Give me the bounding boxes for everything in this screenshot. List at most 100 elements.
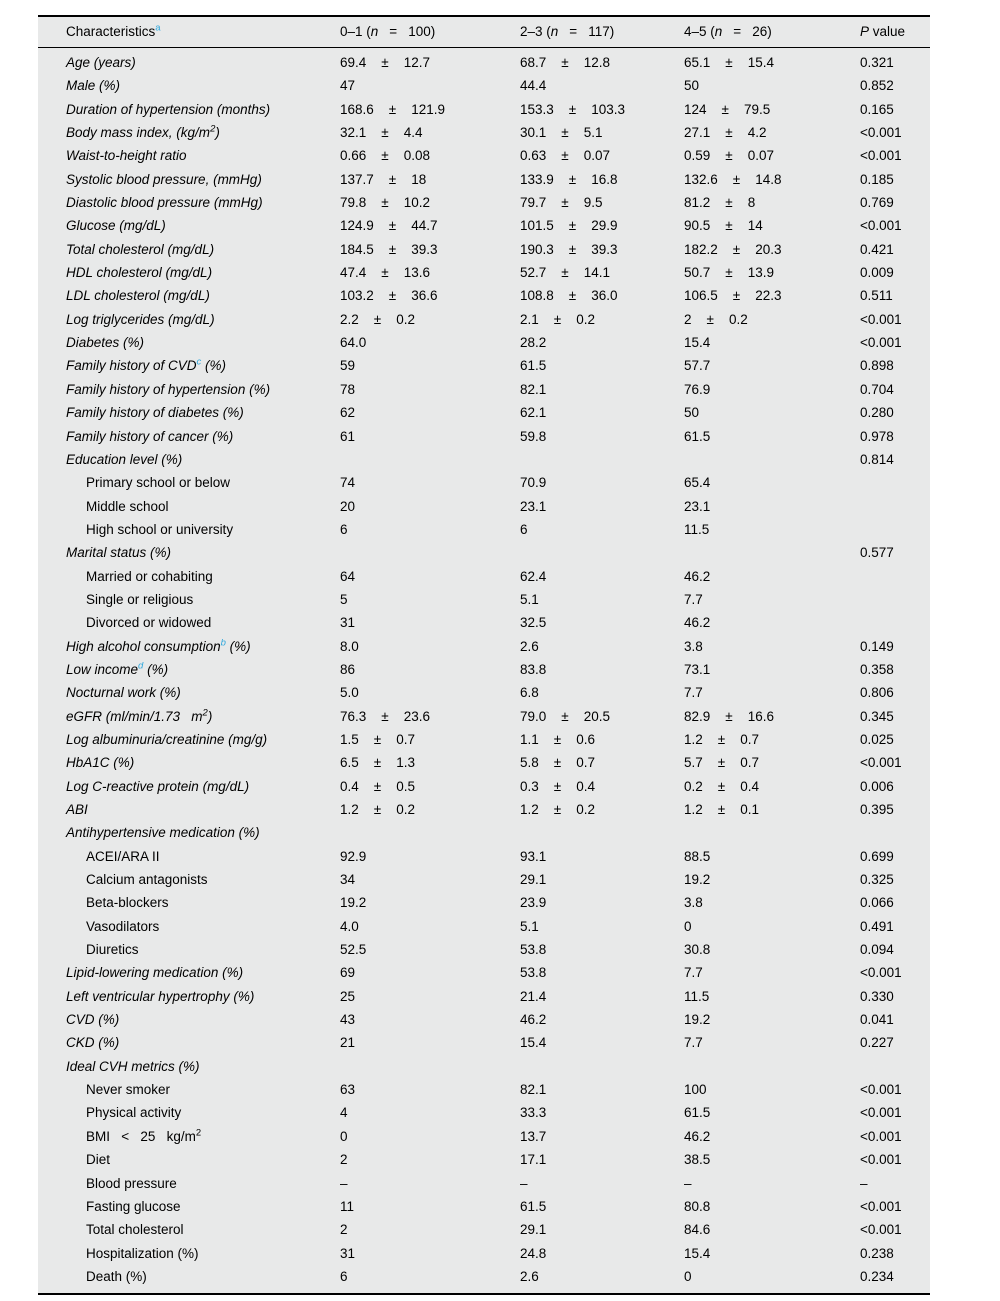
table-row: Diet 2 17.1 38.5 <0.001	[66, 1148, 922, 1171]
row-label: Marital status (%)	[66, 541, 340, 564]
value: 28.2	[520, 335, 547, 351]
value-cell: 168.6 ±121.9	[340, 98, 520, 121]
plus-minus-sign: ±	[568, 218, 577, 234]
plus-minus-sign: ±	[373, 311, 382, 327]
label-text: eGFR (ml/min/1.73 m	[66, 708, 203, 724]
table-row: Primary school or below 74 70.9 65.4	[66, 471, 922, 494]
table-row: Diuretics 52.5 53.8 30.8 0.094	[66, 938, 922, 961]
table-row: Log albuminuria/creatinine (mg/g) 1.5 ±0.7…	[66, 728, 922, 751]
value-cell: 106.5 ±22.3	[684, 284, 860, 307]
sd-value: 16.6	[747, 708, 774, 724]
value-cell	[340, 1055, 520, 1078]
row-label: Diabetes (%)	[66, 331, 340, 354]
plus-minus-sign: ±	[725, 148, 733, 164]
p-value: 0.806	[860, 685, 894, 701]
value: 83.8	[520, 661, 547, 677]
table-row: Married or cohabiting 64 62.4 46.2	[66, 565, 922, 588]
value-cell: 64.0	[340, 331, 520, 354]
p-value: <0.001	[860, 1152, 902, 1168]
value-cell: 43	[340, 1008, 520, 1031]
mean-value: 79.0	[520, 708, 547, 724]
p-value: 0.165	[860, 101, 894, 117]
p-value-cell: <0.001	[860, 751, 922, 774]
value-cell: 50.7 ±13.9	[684, 261, 860, 284]
value: 80.8	[684, 1198, 711, 1214]
footnote-marker-icon: d	[138, 660, 144, 672]
value: 7.7	[684, 591, 703, 607]
value: –	[520, 1175, 528, 1191]
p-value: 0.699	[860, 848, 894, 864]
table-row: Low incomed (%) 86 83.8 73.1 0.358	[66, 658, 922, 681]
value-cell: 82.9 ±16.6	[684, 705, 860, 728]
value-cell: 2	[340, 1218, 520, 1241]
mean-value: 0.3	[520, 778, 539, 794]
sd-value: 5.1	[583, 125, 603, 141]
table-row: Calcium antagonists 34 29.1 19.2 0.325	[66, 868, 922, 891]
n-symbol: n	[550, 24, 559, 39]
value-cell: 6	[520, 518, 684, 541]
mean-value: 69.4	[340, 55, 367, 70]
plus-minus-sign: ±	[568, 101, 577, 117]
value-cell: 33.3	[520, 1101, 684, 1124]
p-value-cell	[860, 588, 922, 611]
table-row: Antihypertensive medication (%)	[66, 821, 922, 844]
p-value: <0.001	[860, 965, 902, 981]
p-value: <0.001	[860, 1105, 902, 1121]
value: 2	[340, 1222, 348, 1238]
value-cell: 84.6	[684, 1218, 860, 1241]
label-text: CVD (%)	[66, 1012, 120, 1028]
characteristics-table: Characteristicsa 0–1 (n = 100) 2–3 (n = 117)…	[38, 15, 930, 1296]
plus-minus-sign: ±	[717, 778, 726, 794]
p-value-cell: 0.345	[860, 705, 922, 728]
mean-value: 32.1	[340, 125, 367, 141]
table-row: High alcohol consumptionb (%) 8.0 2.6 3.8 0.…	[66, 635, 922, 658]
value: 31	[340, 615, 356, 631]
value: 7.7	[684, 1035, 703, 1051]
plus-minus-sign: ±	[561, 195, 569, 211]
value: 19.2	[684, 1012, 711, 1028]
row-label: Hospitalization (%)	[66, 1242, 340, 1265]
mean-value: 132.6	[684, 171, 718, 187]
value: 15.4	[520, 1035, 547, 1051]
value-cell	[684, 448, 860, 471]
p-value: 0.234	[860, 1268, 894, 1284]
row-label: HbA1C (%)	[66, 751, 340, 774]
table-row: Family history of hypertension (%) 78 82.1…	[66, 378, 922, 401]
sd-value: 79.5	[743, 101, 771, 117]
mean-value: 153.3	[520, 101, 554, 117]
table-row: HDL cholesterol (mg/dL) 47.4 ±13.6 52.7 ±14.…	[66, 261, 922, 284]
label-text: Glucose (mg/dL)	[66, 218, 166, 234]
row-label: Family history of diabetes (%)	[66, 401, 340, 424]
value: 47	[340, 78, 356, 94]
value-cell: 6	[340, 1265, 520, 1288]
sd-value: 16.8	[591, 171, 618, 187]
value-cell: –	[684, 1172, 860, 1195]
header-group-0-1: 0–1 (n = 100)	[340, 17, 520, 47]
table-row: Age (years) 69.4 ±12.7 68.7 ±12.8 65.1 ±15.4 0.…	[66, 51, 922, 74]
value-cell: 70.9	[520, 471, 684, 494]
table-body: Age (years) 69.4 ±12.7 68.7 ±12.8 65.1 ±15.4 0.…	[66, 48, 922, 1288]
table-row: Log triglycerides (mg/dL) 2.2 ±0.2 2.1 ±0.2 2…	[66, 308, 922, 331]
label-text: Lipid-lowering medication (%)	[66, 965, 244, 981]
row-label: Systolic blood pressure, (mmHg)	[66, 168, 340, 191]
p-value-cell: <0.001	[860, 961, 922, 984]
value-cell: 38.5	[684, 1148, 860, 1171]
value: 61.5	[520, 358, 547, 374]
plus-minus-sign: ±	[553, 778, 562, 794]
p-value-cell: 0.769	[860, 191, 922, 214]
header-characteristics: Characteristicsa	[66, 17, 340, 47]
sd-value: 0.5	[396, 778, 415, 794]
value: 11.5	[684, 521, 710, 537]
p-value-cell: 0.185	[860, 168, 922, 191]
value-cell: 62	[340, 401, 520, 424]
sd-value: 14	[747, 218, 763, 234]
value-cell: 1.2 ±0.2	[520, 798, 684, 821]
value: 61.5	[684, 1105, 711, 1121]
group-range: 2–3 (	[520, 24, 551, 39]
label-text: Body mass index, (kg/m	[66, 125, 211, 141]
value-cell: 124 ±79.5	[684, 98, 860, 121]
label-text: HDL cholesterol (mg/dL)	[66, 265, 213, 281]
label-text: Diuretics	[86, 942, 139, 958]
value: 19.2	[684, 872, 711, 888]
sd-value: 20.3	[755, 241, 782, 257]
